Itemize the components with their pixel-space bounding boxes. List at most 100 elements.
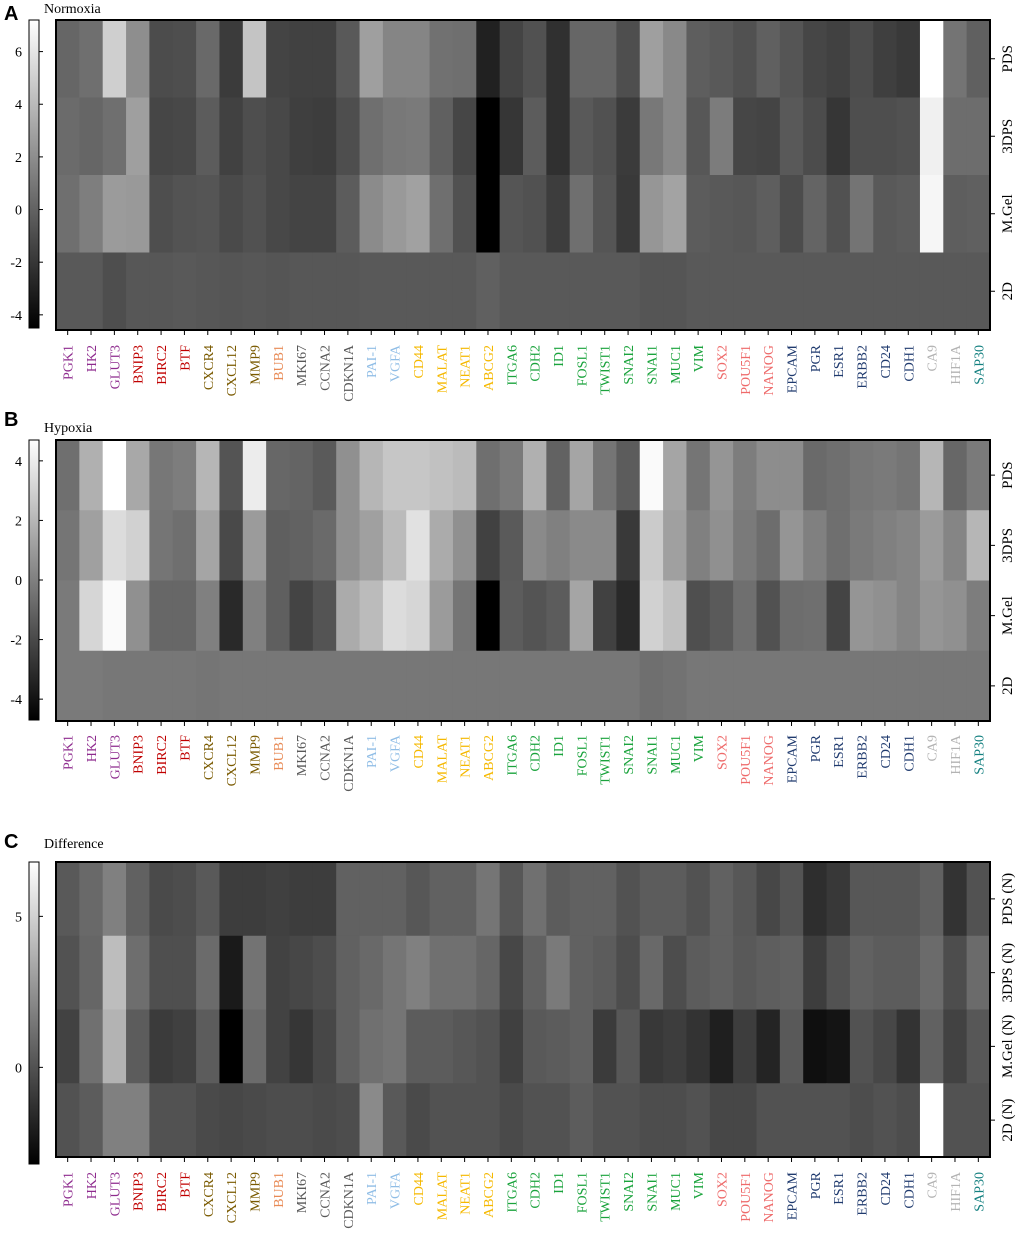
heatmap-cell (943, 1083, 968, 1158)
gene-label: ITGA6 (505, 1172, 520, 1212)
heatmap-cell (126, 862, 150, 937)
heatmap-cell (149, 510, 174, 582)
heatmap-cell (756, 650, 781, 722)
gene-label: CXCR4 (202, 1172, 217, 1217)
heatmap-cell (849, 650, 874, 722)
heatmap-cell (56, 510, 80, 582)
heatmap-cell (406, 862, 431, 937)
heatmap-cell (616, 440, 641, 511)
heatmap-cell (126, 20, 150, 99)
heatmap-cell (126, 1009, 150, 1084)
panel-b-colorbar-tick-label: -2 (10, 634, 22, 649)
heatmap-cell (616, 20, 641, 99)
heatmap-cell (289, 20, 314, 99)
heatmap-cell (476, 580, 501, 652)
gene-label: NANOG (762, 735, 777, 786)
heatmap-cell (336, 1083, 361, 1158)
heatmap-cell (523, 20, 547, 99)
heatmap-cell (312, 252, 337, 331)
heatmap-cell (452, 935, 477, 1011)
heatmap-cell (709, 935, 734, 1011)
gene-label: PGK1 (62, 735, 77, 770)
heatmap-cell (756, 1009, 781, 1084)
panel-a-colorbar-title: Normoxia (44, 2, 102, 17)
gene-label: BUB1 (272, 1172, 287, 1208)
heatmap-cell (336, 862, 361, 937)
heatmap-cell (639, 175, 664, 254)
heatmap-cell (803, 440, 828, 511)
heatmap-cell (779, 935, 804, 1011)
heatmap-cell (266, 650, 291, 722)
gene-label: CDKN1A (342, 734, 357, 792)
heatmap-cell (733, 580, 758, 652)
heatmap-cell (803, 97, 828, 176)
heatmap-cell (663, 252, 688, 331)
heatmap-cell (733, 510, 758, 582)
heatmap-cell (242, 252, 267, 331)
heatmap-cell (312, 97, 337, 176)
gene-label: HIF1A (949, 344, 964, 385)
heatmap-cell (639, 97, 664, 176)
heatmap-cell (79, 175, 104, 254)
heatmap-cell (966, 862, 991, 937)
heatmap-cell (359, 175, 384, 254)
gene-label: TWIST1 (599, 735, 614, 785)
panel-c-colorbar-title: Difference (44, 837, 104, 852)
row-label: 2D (1000, 282, 1016, 301)
heatmap-cell (546, 650, 571, 722)
heatmap-cell (266, 510, 291, 582)
heatmap-cell (242, 510, 267, 582)
heatmap-cell (849, 20, 874, 99)
heatmap-cell (336, 1009, 361, 1084)
heatmap-cell (873, 1083, 898, 1158)
gene-label: CDH2 (529, 1172, 544, 1209)
heatmap-cell (826, 935, 851, 1011)
heatmap-cell (569, 20, 594, 99)
heatmap-cell (476, 510, 501, 582)
heatmap-cell (429, 935, 454, 1011)
gene-label: SAP30 (972, 735, 987, 775)
heatmap-cell (79, 97, 104, 176)
gene-label: HK2 (85, 345, 100, 372)
heatmap-cell (219, 97, 244, 176)
gene-label: CDH1 (902, 1172, 917, 1209)
heatmap-cell (172, 20, 197, 99)
heatmap-cell (56, 1083, 80, 1158)
heatmap-cell (663, 862, 688, 937)
heatmap-cell (242, 20, 267, 99)
heatmap-cell (639, 440, 664, 511)
heatmap-cell (873, 862, 898, 937)
gene-label: BTF (178, 1172, 193, 1198)
gene-label: ERBB2 (856, 345, 871, 389)
heatmap-cell (172, 650, 197, 722)
heatmap-cell (709, 580, 734, 652)
heatmap-cell (873, 650, 898, 722)
heatmap-cell (312, 20, 337, 99)
heatmap-cell (289, 580, 314, 652)
heatmap-cell (79, 252, 104, 331)
heatmap-cell (196, 510, 221, 582)
heatmap-cell (849, 510, 874, 582)
gene-label: CA9 (926, 735, 941, 761)
heatmap-cell (593, 650, 617, 722)
panel-b-colorbar-tick-label: 0 (15, 574, 22, 589)
heatmap-cell (336, 97, 361, 176)
panel-b-letter: B (4, 409, 18, 431)
heatmap-cell (359, 650, 384, 722)
heatmap-cell (429, 862, 454, 937)
heatmap-cell (499, 1009, 524, 1084)
heatmap-cell (826, 862, 851, 937)
gene-label: ITGA6 (505, 735, 520, 775)
heatmap-cell (126, 97, 150, 176)
heatmap-cell (593, 580, 617, 652)
heatmap-cell (873, 97, 898, 176)
gene-label: VGFA (389, 734, 404, 772)
heatmap-cell (686, 97, 711, 176)
heatmap-cell (429, 175, 454, 254)
gene-label: BUB1 (272, 735, 287, 771)
heatmap-cell (476, 440, 501, 511)
heatmap-cell (639, 935, 664, 1011)
heatmap-cell (266, 862, 291, 937)
panel-a-colorbar-tick-label: 2 (15, 151, 22, 166)
heatmap-cell (196, 440, 221, 511)
